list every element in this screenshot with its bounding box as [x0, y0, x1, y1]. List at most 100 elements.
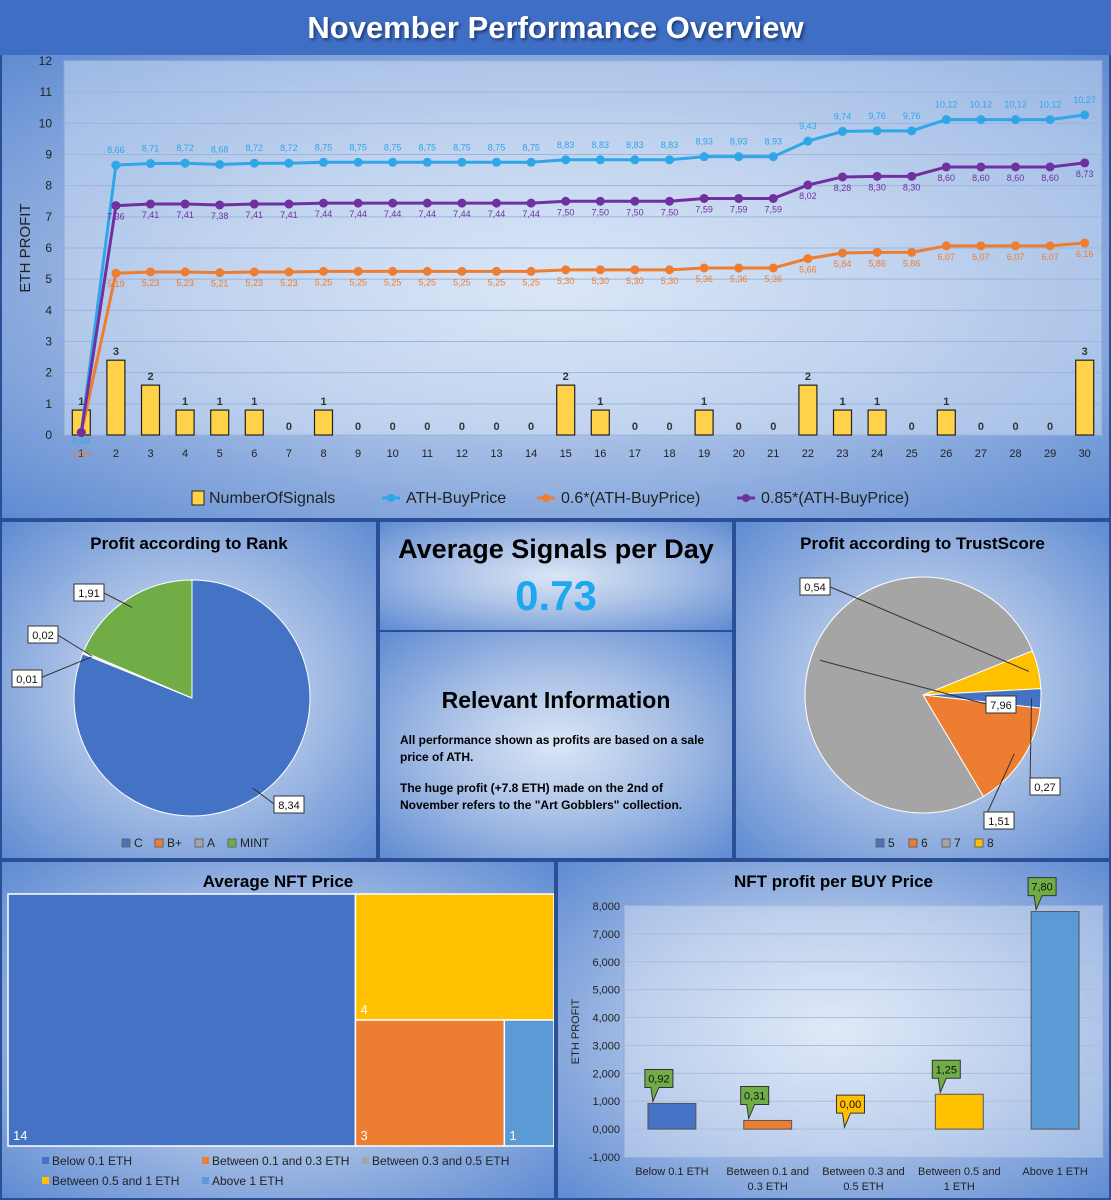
x-tick-label: 19 [698, 448, 710, 460]
x-tick-label: 21 [767, 448, 779, 460]
signal-bar-label: 0 [1012, 421, 1018, 433]
series-data-label: 7,50 [661, 207, 679, 217]
series-point [768, 263, 778, 273]
legend-swatch [202, 1177, 209, 1184]
y-tick-label: 0 [45, 428, 52, 442]
relevant-info-panel: Relevant Information All performance sho… [378, 630, 734, 860]
series-point [699, 193, 709, 203]
legend-swatch [191, 490, 205, 506]
x-tick-label: 5 [217, 448, 223, 460]
trust-pie-chart: 0,27 1,51 7,96 0,54 5 6 7 8 [799, 576, 1061, 850]
bar-data-label: 0,92 [648, 1073, 669, 1085]
pie-leader-line [827, 585, 1030, 672]
series-data-label: 7,44 [349, 209, 367, 219]
series-line-2 [79, 161, 1085, 433]
legend-swatch [908, 838, 918, 848]
signal-bar-label: 0 [736, 421, 742, 433]
y-tick-label: 9 [45, 148, 52, 162]
x-tick-label: 0.3 ETH [748, 1181, 788, 1193]
pie-slice [804, 576, 1034, 814]
series-point [734, 193, 744, 203]
x-tick-label: 7 [286, 448, 292, 460]
series-data-label: 7,44 [419, 209, 437, 219]
relevant-info-paragraph-2: The huge profit (+7.8 ETH) made on the 2… [400, 781, 683, 812]
y-tick-label: 5 [45, 272, 52, 286]
series-point [215, 159, 225, 169]
series-data-label: 10,12 [935, 100, 958, 110]
bar-chart-title: NFT profit per BUY Price [734, 872, 933, 891]
x-tick-label: 4 [182, 448, 188, 460]
x-tick-label: 18 [663, 448, 675, 460]
series-data-label: 5,25 [453, 277, 471, 287]
series-point [319, 198, 328, 208]
series-data-label: 7,44 [522, 209, 540, 219]
signal-bar [694, 409, 714, 436]
legend-swatch [121, 838, 131, 848]
signal-bar-label: 1 [217, 396, 223, 408]
series-data-label: 8,93 [695, 137, 713, 147]
series-data-label: 8,60 [1041, 173, 1059, 183]
y-tick-label: 7,000 [592, 929, 620, 941]
rank-pie-chart: 8,34 0,01 0,02 1,91 C B+ A MINT [11, 579, 311, 850]
x-tick-label: 17 [629, 448, 641, 460]
series-data-label: 7,44 [488, 209, 506, 219]
series-data-label: 5,86 [903, 258, 921, 268]
x-tick-label: Between 0.3 and [822, 1166, 905, 1178]
pie-data-label: 7,96 [990, 700, 1011, 712]
signal-bar-label: 0 [286, 421, 292, 433]
series-point [907, 247, 917, 257]
bar-chart: -1,000 0,000 1,000 2,000 3,000 4,000 5,000 6,00… [570, 877, 1104, 1193]
x-tick-label: 24 [871, 448, 883, 460]
trust-pie-panel: Profit according to TrustScore 0,27 1,51 7… [734, 520, 1111, 860]
rank-pie-title: Profit according to Rank [90, 534, 288, 553]
signal-bar-label: 0 [632, 421, 638, 433]
series-point [838, 172, 847, 182]
signal-bar-label: 0 [424, 421, 430, 433]
legend-label: 7 [954, 836, 961, 850]
legend-label: A [207, 836, 215, 850]
treemap-panel: Average NFT Price 14 4 3 1 Below 0.1 ETH Betw… [0, 860, 556, 1200]
series-data-label: 9,74 [834, 111, 852, 121]
x-tick-label: 9 [355, 448, 361, 460]
pie-label-box [27, 625, 59, 644]
treemap-cell [354, 893, 554, 1021]
pie-label-box [799, 577, 831, 596]
series-point [319, 266, 328, 276]
series-point [561, 155, 571, 165]
y-tick-label: 4,000 [592, 1013, 620, 1025]
x-tick-label: 12 [456, 448, 468, 460]
profit-bar [1030, 911, 1080, 1130]
x-tick-label: 23 [836, 448, 848, 460]
series-point [907, 171, 917, 181]
series-data-label: 8,60 [1007, 173, 1025, 183]
signal-bar-label: 1 [251, 396, 257, 408]
series-data-label: 5,23 [176, 278, 194, 288]
legend-swatch [202, 1157, 209, 1164]
series-point [76, 428, 86, 438]
legend-swatch [42, 1177, 49, 1184]
series-data-label: 8,83 [626, 140, 644, 150]
bar-callout [836, 1094, 865, 1129]
x-tick-label: 22 [802, 448, 814, 460]
treemap-cell [7, 893, 357, 1147]
series-data-label: 8,30 [903, 182, 921, 192]
pie-data-label: 8,34 [278, 800, 299, 812]
series-point [180, 199, 190, 209]
pie-leader-line [1029, 698, 1033, 787]
series-point [734, 263, 744, 273]
series-data-label: 8,60 [972, 173, 990, 183]
pie-label-box [11, 669, 43, 688]
series-data-label: 7,41 [176, 210, 194, 220]
legend-swatch [154, 838, 164, 848]
y-tick-label: 3,000 [592, 1040, 620, 1052]
legend-swatch [742, 494, 750, 502]
series-point [1011, 115, 1020, 125]
series-data-label: 7,50 [626, 207, 644, 217]
series-point [838, 126, 847, 136]
legend-swatch [42, 1157, 49, 1164]
series-point [457, 198, 467, 208]
series-point [422, 157, 432, 167]
bar-callout [1027, 877, 1057, 912]
series-data-label: 8,66 [107, 145, 125, 155]
series-point [146, 199, 155, 209]
